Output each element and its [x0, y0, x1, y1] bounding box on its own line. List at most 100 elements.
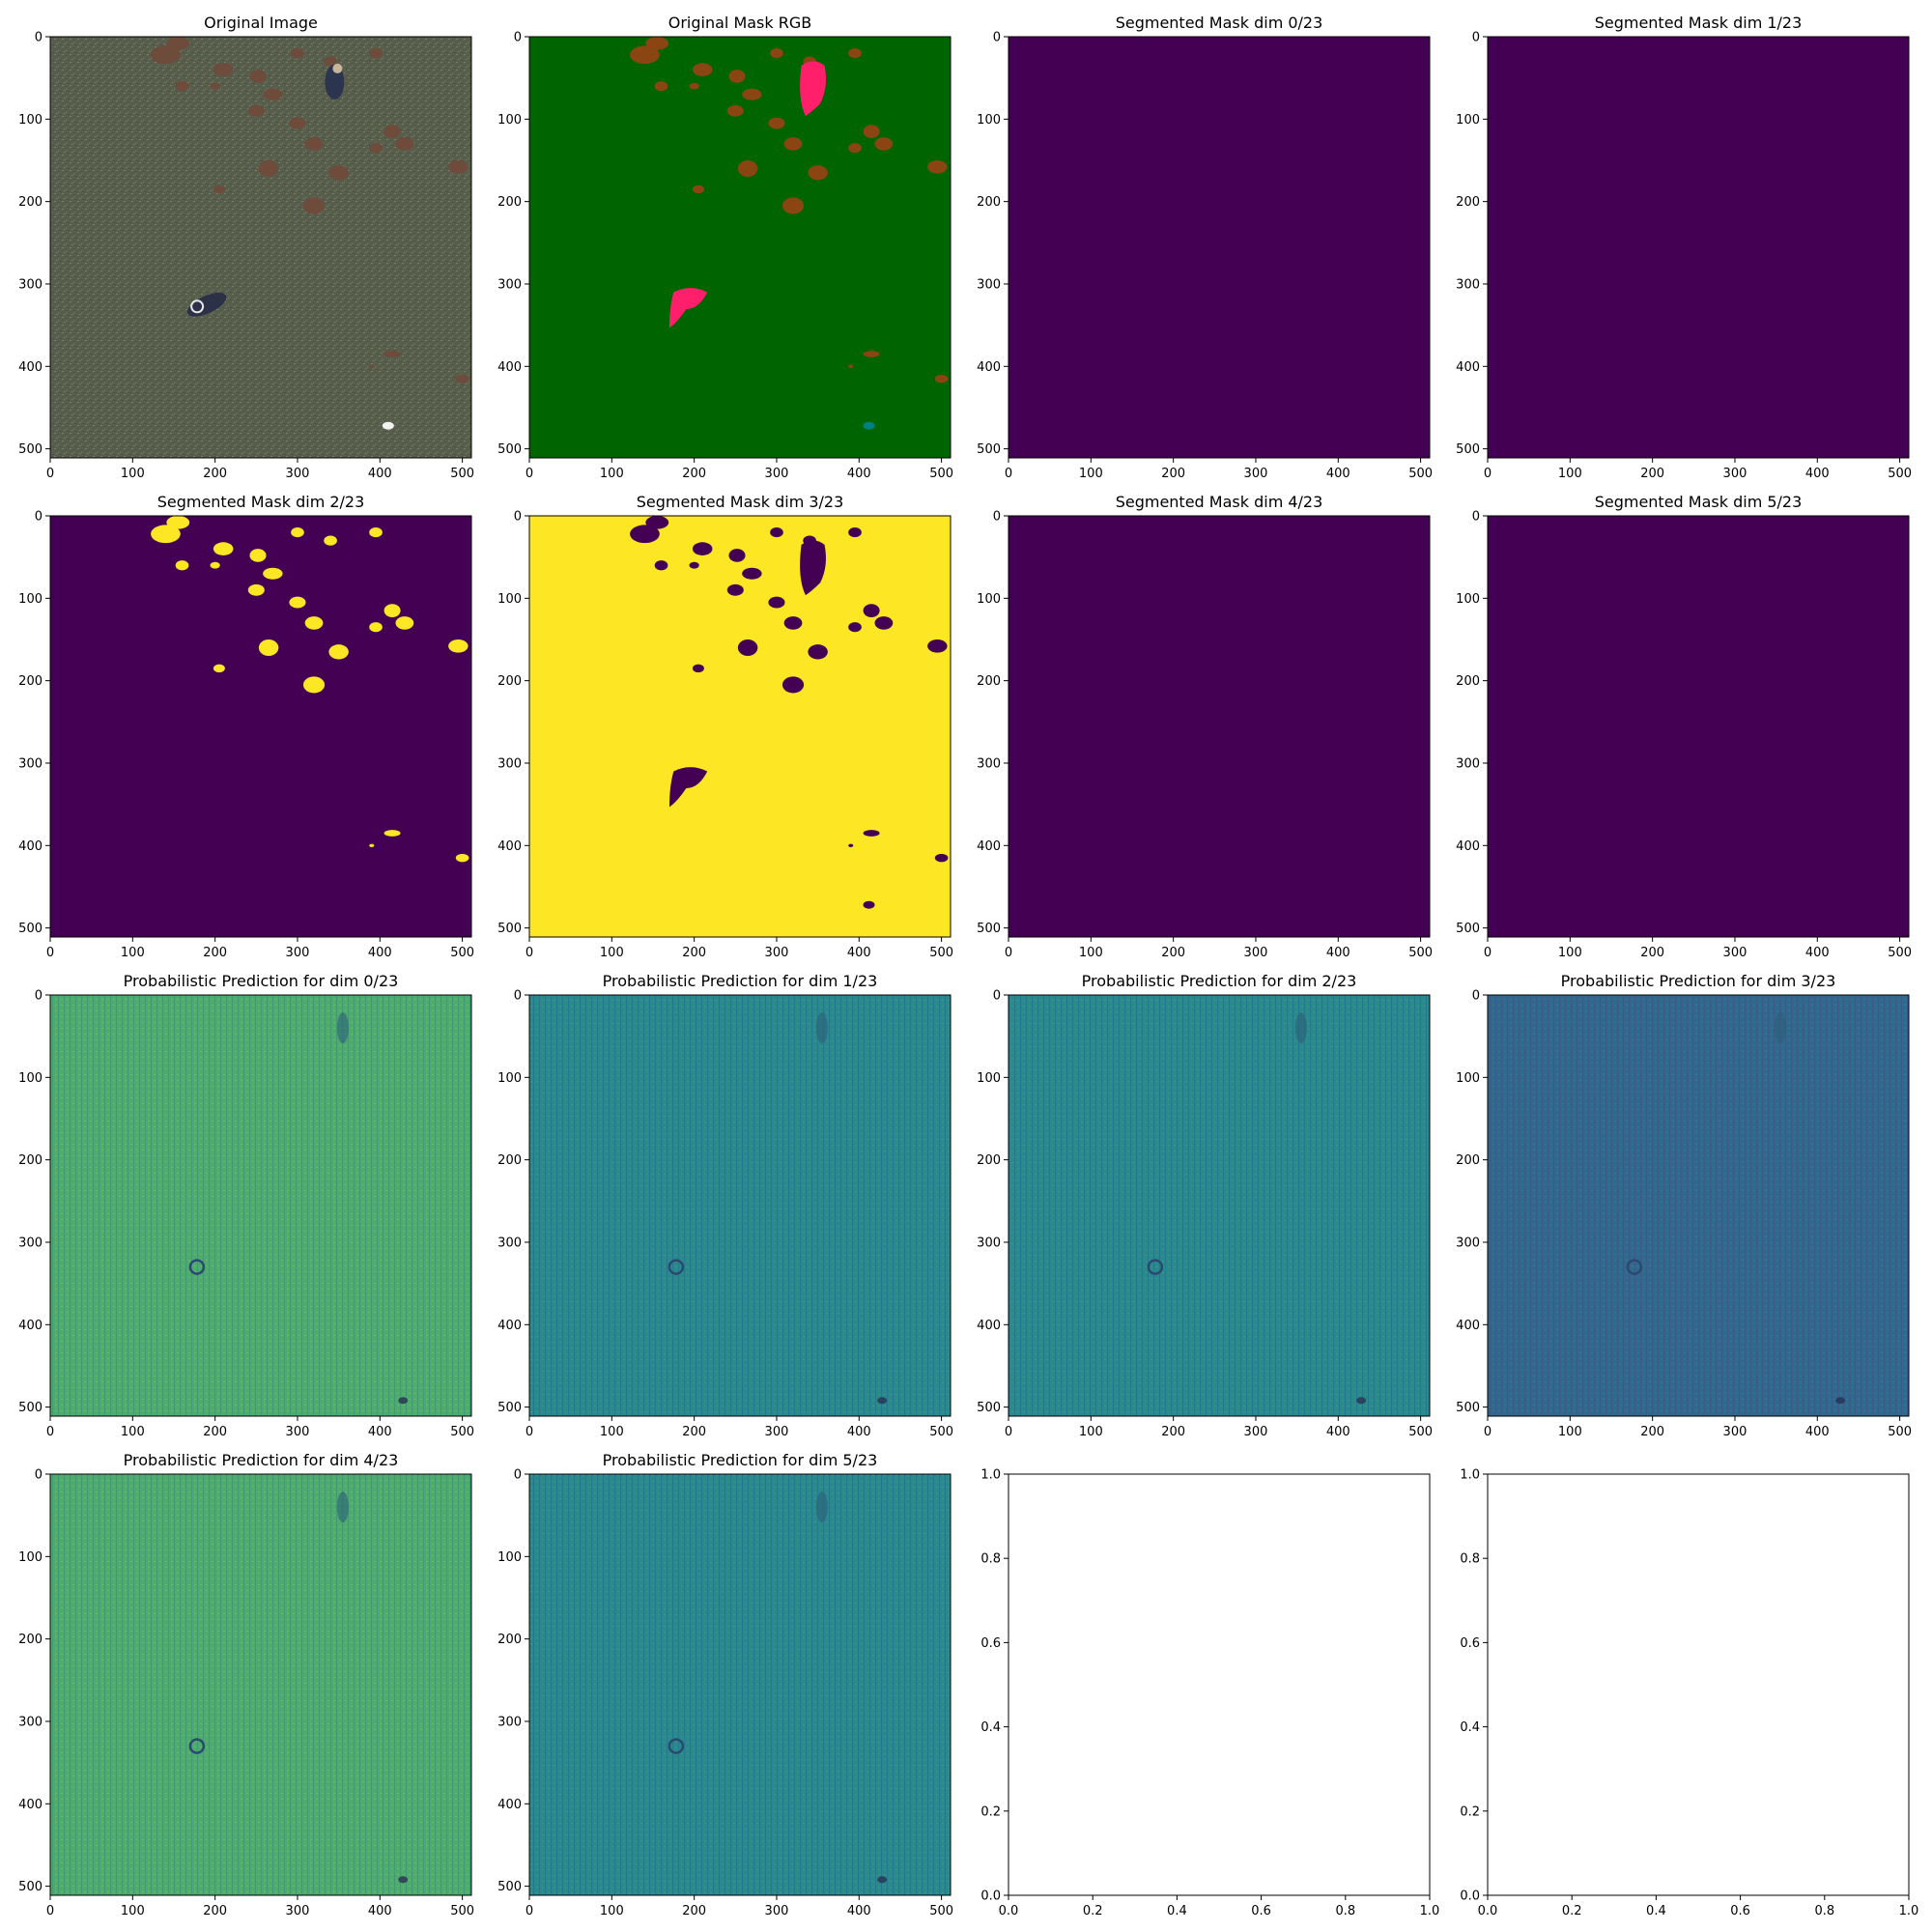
dirt-patch	[249, 70, 267, 83]
y-tick-label: 200	[977, 1153, 1001, 1168]
axes-11: Probabilistic Prediction for dim 3/23 0 10…	[1456, 972, 1912, 1439]
x-tick-label: 500	[450, 1425, 474, 1439]
y-tick-label: 100	[18, 592, 43, 607]
mask-dim3-person-lower	[668, 767, 708, 808]
mask-dim3-hole	[654, 560, 668, 571]
y-tick-label: 500	[1456, 1401, 1480, 1415]
mask-dim2-region	[369, 622, 383, 633]
y-tick-label: 100	[1456, 1071, 1480, 1086]
dirt-patch	[384, 351, 401, 357]
dirt-patch	[258, 159, 279, 178]
dirt-patch	[291, 47, 304, 59]
x-tick-label: 500	[450, 1904, 474, 1918]
y-tick-label: 200	[18, 1153, 43, 1168]
axes-title: Segmented Mask dim 1/23	[1595, 14, 1803, 32]
x-tick-label: 100	[121, 946, 145, 960]
x-tick-label: 400	[1326, 467, 1350, 481]
y-tick-label: 500	[977, 1401, 1001, 1415]
mask-object-region	[863, 421, 875, 430]
x-tick-label: 200	[1161, 1425, 1185, 1439]
y-tick-label: 400	[497, 839, 522, 854]
heatmap-background	[1488, 516, 1909, 937]
x-tick-label: 0	[526, 1425, 533, 1439]
x-tick-label: 200	[1161, 467, 1185, 481]
mask-dim3-hole	[692, 542, 713, 555]
y-tick-label: 400	[1456, 360, 1480, 375]
dirt-patch	[175, 81, 189, 92]
x-tick-label: 500	[1888, 467, 1912, 481]
x-tick-label: 200	[682, 1904, 706, 1918]
mask-dim3-hole	[783, 616, 803, 630]
mask-dirt-region	[874, 137, 894, 151]
y-tick-label: 0	[514, 31, 522, 45]
x-tick-label: 400	[368, 1904, 392, 1918]
x-tick-label: 400	[1805, 467, 1830, 481]
y-tick-label: 200	[497, 1633, 522, 1647]
axes-title: Segmented Mask dim 5/23	[1595, 493, 1803, 511]
y-tick-label: 1.0	[980, 1468, 1001, 1483]
mask-dirt-region	[689, 82, 699, 90]
x-tick-label: 200	[1161, 946, 1185, 960]
mask-dirt-region	[863, 351, 880, 357]
x-tick-label: 0.8	[1814, 1904, 1834, 1918]
x-tick-label: 100	[1558, 1425, 1582, 1439]
x-tick-label: 0	[46, 1425, 54, 1439]
axes-frame	[1487, 36, 1910, 459]
mask-dim2-region	[304, 616, 324, 630]
y-tick-label: 500	[497, 1401, 522, 1415]
mask-dirt-region	[808, 165, 828, 181]
ring-object	[190, 299, 205, 314]
x-tick-label: 300	[1723, 946, 1747, 960]
y-tick-label: 300	[497, 277, 522, 292]
person-lower	[186, 292, 227, 317]
prediction-ring-trace	[668, 1738, 685, 1754]
x-tick-label: 300	[286, 946, 310, 960]
x-tick-label: 500	[929, 467, 953, 481]
y-tick-label: 300	[497, 1236, 522, 1250]
x-tick-label: 300	[1244, 946, 1268, 960]
mask-dirt-region	[654, 81, 668, 92]
dirt-patch	[304, 137, 324, 151]
y-tick-label: 300	[1456, 1236, 1480, 1250]
x-tick-label: 400	[847, 1425, 871, 1439]
mask-dim2-region	[289, 596, 306, 609]
dirt-patch	[247, 104, 265, 117]
x-tick-label: 0.6	[1730, 1904, 1750, 1918]
x-tick-label: 0.0	[999, 1904, 1019, 1918]
y-tick-label: 0.8	[1460, 1552, 1480, 1567]
mask-dim3-hole	[770, 526, 783, 538]
x-tick-label: 100	[1079, 1425, 1103, 1439]
mask-dim2-region	[175, 560, 189, 571]
mask-dim2-region	[213, 664, 225, 673]
prediction-person-trace	[336, 1492, 349, 1523]
x-tick-label: 500	[929, 946, 953, 960]
mask-dim3-hole	[848, 526, 862, 538]
mask-dim3-hole	[630, 525, 660, 544]
x-tick-label: 300	[1244, 467, 1268, 481]
x-tick-label: 200	[1640, 467, 1664, 481]
prediction-ring-trace	[668, 1259, 685, 1275]
axes-3: Segmented Mask dim 1/23 0 100 200 300 400 500 0…	[1456, 14, 1912, 481]
x-tick-label: 300	[1244, 1425, 1268, 1439]
x-tick-label: 0.2	[1562, 1904, 1582, 1918]
dirt-patch	[166, 37, 190, 50]
y-tick-label: 400	[497, 1798, 522, 1812]
y-tick-label: 200	[18, 674, 43, 689]
person-top-head	[332, 63, 343, 73]
axes-title: Probabilistic Prediction for dim 2/23	[1082, 972, 1357, 990]
x-tick-label: 100	[1079, 946, 1103, 960]
dirt-patch	[210, 82, 220, 90]
mask-dirt-region	[934, 374, 949, 384]
dirt-patch	[151, 45, 181, 65]
heatmap-background	[529, 516, 951, 937]
mask-dim3-hole	[737, 639, 758, 657]
y-tick-label: 200	[977, 195, 1001, 210]
y-tick-label: 500	[1456, 922, 1480, 936]
mask-dirt-region	[848, 143, 862, 154]
x-tick-label: 0	[526, 467, 533, 481]
mask-dim2-region	[384, 604, 401, 617]
y-tick-label: 0	[993, 989, 1001, 1004]
x-tick-label: 100	[600, 1904, 624, 1918]
x-tick-label: 400	[368, 946, 392, 960]
x-tick-label: 300	[765, 467, 789, 481]
